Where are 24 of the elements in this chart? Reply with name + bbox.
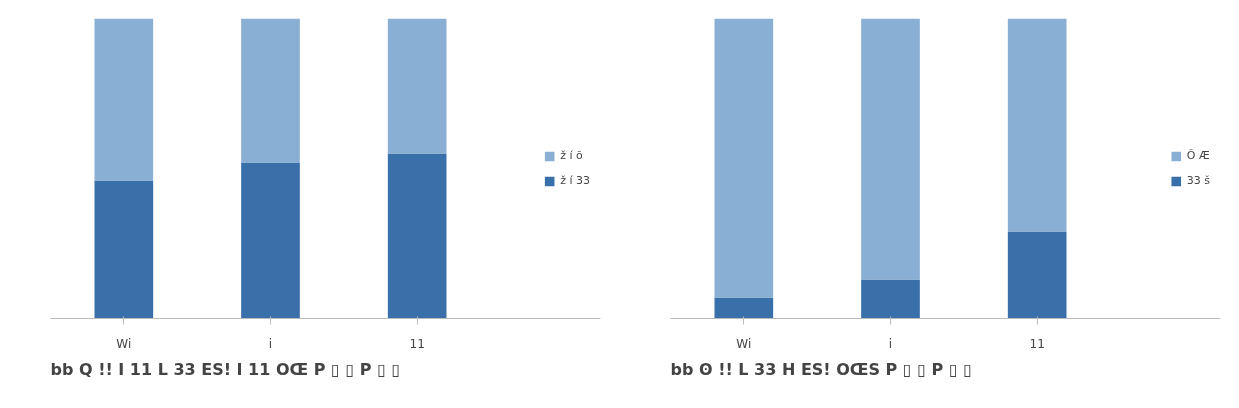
bar: [1007, 18, 1067, 232]
bar: [94, 18, 154, 181]
bar: [714, 18, 774, 298]
x-tick-label: i: [888, 336, 893, 351]
legend-label: ž í õ: [560, 149, 583, 162]
x-tick-label: i: [268, 336, 273, 351]
legend-label: ž í 33: [560, 174, 590, 187]
text: bb Q !! I 11 L 33 ES! I 11 OŒ P ▯ ▯ P ▯ ▯: [50, 359, 401, 379]
bar: [387, 153, 447, 319]
x-tick-label: Wi: [736, 336, 752, 351]
bar: [241, 18, 300, 163]
bar: [387, 18, 447, 154]
bar: [714, 297, 774, 319]
bar: [861, 18, 920, 280]
legend-label: Õ Æ: [1186, 149, 1210, 162]
bar: [861, 279, 920, 319]
bar: [1007, 231, 1067, 319]
x-tick-label: Wi: [116, 336, 132, 351]
bar: [94, 180, 154, 319]
text: bb ʘ !! L 33 H ES! OŒS P ▯ ▯ P ▯ ▯: [670, 359, 973, 379]
legend-label: 33 š: [1186, 174, 1210, 187]
bar: [241, 162, 300, 319]
x-tick-label: 11: [1029, 336, 1045, 351]
x-tick-label: 11: [409, 336, 425, 351]
